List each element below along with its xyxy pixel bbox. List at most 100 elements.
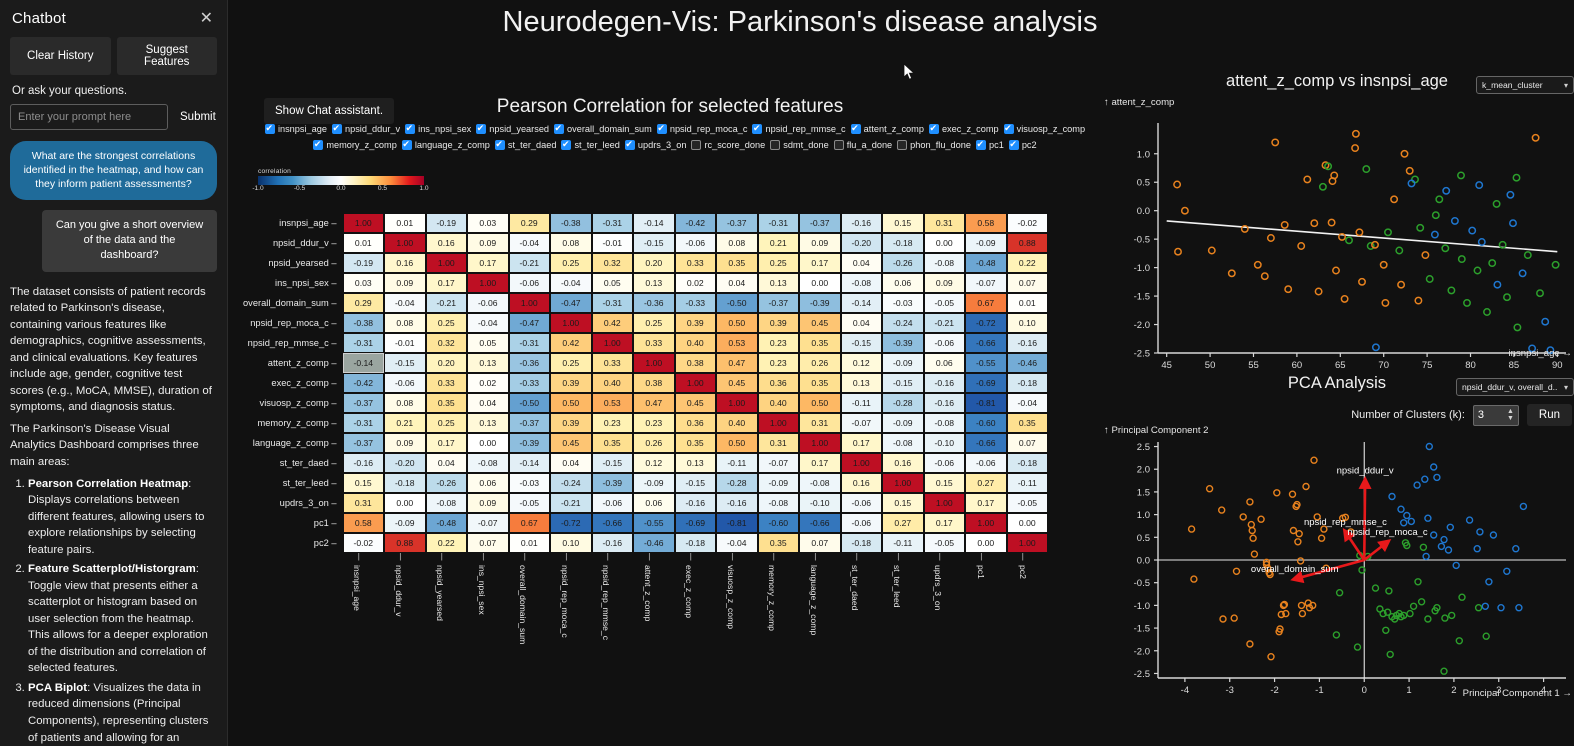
scatter-point[interactable]: [1351, 144, 1360, 153]
heatmap-cell[interactable]: -0.06: [966, 454, 1006, 472]
heatmap-cell[interactable]: -0.08: [841, 274, 882, 292]
scatter-point[interactable]: [1271, 138, 1280, 147]
heatmap-cell[interactable]: -0.01: [592, 234, 633, 252]
heatmap-cell[interactable]: 0.17: [426, 434, 467, 452]
heatmap-cell[interactable]: -0.18: [841, 534, 882, 552]
heatmap-cell[interactable]: -0.10: [924, 434, 965, 452]
heatmap-cell[interactable]: 1.00: [800, 434, 840, 452]
heatmap-cell[interactable]: -0.37: [343, 394, 384, 412]
heatmap-cell[interactable]: 0.16: [385, 254, 425, 272]
heatmap-cell[interactable]: -0.31: [509, 334, 550, 352]
feature-checkbox-visuosp_z_comp[interactable]: visuosp_z_comp: [1003, 122, 1085, 134]
heatmap-cell[interactable]: 0.45: [717, 374, 757, 392]
feature-checkbox-st_ter_leed[interactable]: st_ter_leed: [561, 138, 620, 150]
heatmap-cell[interactable]: -0.16: [924, 394, 965, 412]
pca-point[interactable]: [1465, 516, 1474, 524]
heatmap-cell[interactable]: -0.42: [343, 374, 384, 392]
heatmap-cell[interactable]: -0.15: [883, 374, 923, 392]
checkbox-checked-icon[interactable]: [850, 122, 861, 134]
scatter-point[interactable]: [1310, 219, 1319, 228]
pca-point[interactable]: [1473, 544, 1481, 553]
pca-point[interactable]: [1232, 567, 1241, 576]
pca-point[interactable]: [1406, 609, 1414, 618]
pca-point[interactable]: [1430, 531, 1438, 539]
heatmap-cell[interactable]: 0.04: [717, 274, 757, 292]
heatmap-cell[interactable]: 1.00: [385, 234, 425, 252]
heatmap-cell[interactable]: 0.09: [924, 274, 965, 292]
checkbox-checked-icon[interactable]: [561, 138, 572, 150]
pca-point[interactable]: [1289, 526, 1298, 535]
heatmap-cell[interactable]: -0.39: [800, 294, 840, 312]
heatmap-cell[interactable]: 0.47: [717, 354, 757, 372]
pca-point[interactable]: [1437, 542, 1446, 551]
heatmap-cell[interactable]: -0.20: [385, 454, 425, 472]
heatmap-cell[interactable]: 0.13: [841, 374, 882, 392]
heatmap-cell[interactable]: 0.35: [717, 254, 757, 272]
checkbox-unchecked-icon[interactable]: [833, 140, 844, 150]
scatter-point[interactable]: [1506, 190, 1515, 199]
heatmap-cell[interactable]: 0.07: [800, 534, 840, 552]
scatterplot-canvas[interactable]: 1.0 0.5 0.0 -0.5 -1.0 -1.5 -2.0 -2.5 45 50 55 60 65 7…: [1100, 91, 1574, 391]
scatter-point[interactable]: [1345, 236, 1353, 245]
heatmap-cell[interactable]: 0.42: [551, 334, 591, 352]
feature-checkbox-rc_score_done[interactable]: rc_score_done: [691, 140, 765, 150]
heatmap-cell[interactable]: -0.19: [426, 214, 467, 232]
heatmap-cell[interactable]: 1.00: [717, 394, 757, 412]
checkbox-checked-icon[interactable]: [554, 122, 565, 134]
heatmap-cell[interactable]: -0.10: [800, 494, 840, 512]
pca-point[interactable]: [1288, 490, 1297, 498]
heatmap-cell[interactable]: -0.04: [468, 314, 508, 332]
heatmap-cell[interactable]: -0.38: [551, 214, 591, 232]
heatmap-cell[interactable]: -0.06: [675, 234, 716, 252]
heatmap-cell[interactable]: 0.50: [717, 314, 757, 332]
pca-point[interactable]: [1407, 517, 1415, 526]
heatmap-cell[interactable]: 0.36: [675, 414, 716, 432]
scatter-point[interactable]: [1551, 260, 1560, 269]
heatmap-cell[interactable]: 0.06: [468, 474, 508, 492]
scatter-point[interactable]: [1405, 166, 1414, 175]
pca-point[interactable]: [1414, 578, 1422, 586]
heatmap-cell[interactable]: -0.36: [509, 354, 550, 372]
heatmap-cell[interactable]: -0.06: [924, 334, 965, 352]
heatmap-cell[interactable]: -0.26: [883, 254, 923, 272]
heatmap-cell[interactable]: 0.09: [385, 274, 425, 292]
pca-point[interactable]: [1433, 473, 1441, 482]
run-button[interactable]: Run: [1526, 404, 1572, 426]
heatmap-cell[interactable]: -0.16: [924, 374, 965, 392]
scatter-point[interactable]: [1430, 230, 1439, 239]
scatter-point[interactable]: [1536, 289, 1544, 298]
heatmap-cell[interactable]: 0.35: [675, 434, 716, 452]
scatter-point[interactable]: [1384, 228, 1392, 237]
heatmap-cell[interactable]: -0.15: [841, 334, 882, 352]
heatmap-cell[interactable]: 0.36: [758, 374, 799, 392]
heatmap-cell[interactable]: -0.14: [509, 454, 550, 472]
pca-point[interactable]: [1481, 602, 1489, 611]
heatmap-cell[interactable]: 1.00: [841, 454, 882, 472]
heatmap-cell[interactable]: -0.31: [343, 334, 384, 352]
pca-point[interactable]: [1409, 602, 1418, 611]
heatmap-cell[interactable]: 0.53: [592, 394, 633, 412]
heatmap-cell[interactable]: 0.40: [675, 334, 716, 352]
heatmap-cell[interactable]: 0.53: [717, 334, 757, 352]
pca-point[interactable]: [1358, 566, 1366, 574]
heatmap-cell[interactable]: 0.13: [634, 274, 674, 292]
heatmap-cell[interactable]: -0.20: [841, 234, 882, 252]
feature-checkbox-language_z_comp[interactable]: language_z_comp: [401, 138, 490, 150]
heatmap-cell[interactable]: 0.10: [551, 534, 591, 552]
heatmap-cell[interactable]: 0.31: [758, 434, 799, 452]
heatmap-cell[interactable]: 0.13: [468, 354, 508, 372]
heatmap-cell[interactable]: -0.15: [592, 454, 633, 472]
heatmap-cell[interactable]: 0.22: [426, 534, 467, 552]
heatmap-cell[interactable]: 0.25: [551, 354, 591, 372]
heatmap-cell[interactable]: 0.33: [426, 374, 467, 392]
heatmap-cell[interactable]: -0.81: [717, 514, 757, 532]
pca-point[interactable]: [1298, 609, 1307, 618]
feature-checkbox-sdmt_done[interactable]: sdmt_done: [770, 140, 829, 150]
heatmap-cell[interactable]: -0.21: [551, 494, 591, 512]
scatter-point[interactable]: [1180, 206, 1189, 215]
heatmap-cell[interactable]: 0.03: [343, 274, 384, 292]
scatter-point[interactable]: [1366, 242, 1375, 250]
pca-point[interactable]: [1313, 513, 1321, 521]
pca-point[interactable]: [1273, 489, 1281, 497]
heatmap-cell[interactable]: -0.18: [385, 474, 425, 492]
